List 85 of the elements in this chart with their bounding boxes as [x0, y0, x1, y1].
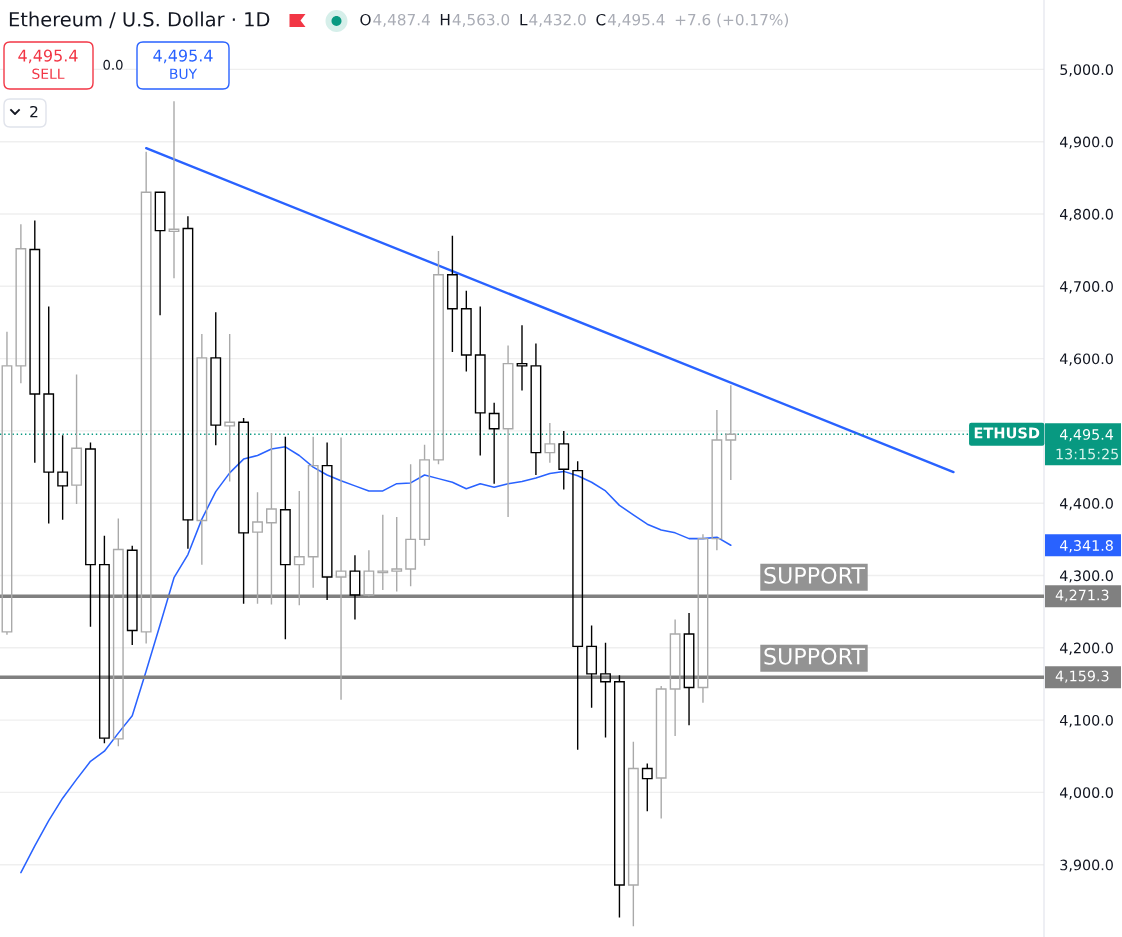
candlestick — [112, 517, 124, 747]
candlestick — [488, 402, 500, 485]
y-tick-label: 4,300.0 — [1059, 570, 1113, 583]
candlestick — [405, 463, 417, 588]
candlestick — [1, 331, 13, 636]
y-tick-label: 4,700.0 — [1059, 281, 1113, 294]
candlestick — [43, 305, 55, 525]
candlestick — [196, 333, 208, 566]
candlestick — [210, 311, 222, 447]
annotation: C4,495.4 — [596, 13, 665, 27]
candlestick — [433, 250, 444, 465]
annotation: H4,563.0 — [440, 13, 510, 27]
candlestick — [29, 219, 41, 464]
candlestick — [266, 432, 277, 606]
candlestick — [140, 151, 152, 645]
candlestick — [377, 514, 389, 591]
annotation: O4,487.4 — [360, 13, 430, 27]
candlestick — [168, 100, 180, 280]
y-tick-label: 4,495.4 — [1059, 429, 1114, 442]
candlestick — [683, 612, 695, 726]
candlestick — [224, 333, 236, 483]
candlestick — [502, 344, 514, 518]
candlestick — [627, 741, 639, 927]
candlestick — [711, 409, 723, 551]
ref-line-label: SUPPORT — [764, 566, 866, 584]
candlestick — [419, 443, 430, 547]
annotation: 4,495.4 — [18, 49, 78, 64]
candlestick — [725, 384, 737, 481]
annotation: 2 — [30, 105, 38, 118]
annotation: +7.6 (+0.17%) — [675, 13, 789, 28]
y-tick-label: 4,900.0 — [1059, 136, 1113, 149]
annotation: SELL — [32, 68, 65, 80]
candlestick — [614, 674, 625, 919]
candlestick — [15, 223, 27, 384]
candlestick — [279, 435, 291, 640]
candlestick — [460, 289, 472, 373]
candlestick — [321, 441, 333, 601]
y-tick-label: 5,000.0 — [1060, 64, 1113, 77]
y-tick-label: 3,900.0 — [1060, 859, 1113, 872]
candlestick — [600, 642, 611, 739]
candlestick — [98, 535, 110, 744]
candlestick — [586, 624, 598, 709]
candlestick — [655, 685, 667, 820]
annotation: L4,432.0 — [520, 13, 586, 27]
candlestick — [126, 545, 138, 646]
ref-line-label: SUPPORT — [764, 647, 866, 665]
y-tick-label: 4,100.0 — [1059, 714, 1113, 728]
candlestick — [474, 305, 486, 457]
y-tick-label: 4,800.0 — [1059, 208, 1113, 222]
y-tick-label: 4,200.0 — [1059, 642, 1113, 655]
candlestick — [446, 235, 458, 353]
candlestick — [530, 342, 542, 476]
candlestick — [293, 490, 305, 606]
annotation: 4,495.4 — [153, 49, 213, 64]
candlestick — [363, 549, 375, 596]
candlestick — [85, 441, 96, 628]
candlestick — [544, 422, 556, 464]
candlestick — [558, 430, 570, 491]
candlestick — [697, 533, 709, 704]
candlestick — [572, 460, 584, 751]
text: 4,271.3 — [1055, 589, 1109, 602]
candlestick — [349, 554, 361, 621]
y-tick-label: 4,400.0 — [1059, 498, 1113, 511]
candlestick — [57, 434, 69, 521]
candlestick — [391, 516, 403, 593]
ref-line-label: ETHUSD — [974, 427, 1040, 439]
y-tick-label: 4,341.8 — [1059, 540, 1113, 553]
candlestick — [335, 436, 347, 701]
candlestick — [182, 215, 194, 550]
candlestick — [641, 762, 653, 812]
candlestick — [307, 435, 319, 589]
text: Ethereum / U.S. Dollar · 1D — [9, 11, 270, 29]
text: 4,159.3 — [1055, 670, 1109, 683]
y-tick-label: 4,600.0 — [1059, 353, 1113, 366]
y-tick-label: 4,000.0 — [1059, 787, 1113, 800]
candlestick — [71, 373, 82, 505]
annotation: BUY — [170, 68, 198, 80]
candlestick — [154, 191, 166, 316]
annotation: 0.0 — [103, 59, 123, 70]
line-series — [20, 446, 732, 874]
text: 13:15:25 — [1056, 448, 1118, 460]
candlestick — [252, 491, 263, 605]
candlestick — [516, 324, 528, 392]
candlestick — [238, 417, 250, 605]
candlestick — [669, 618, 681, 737]
